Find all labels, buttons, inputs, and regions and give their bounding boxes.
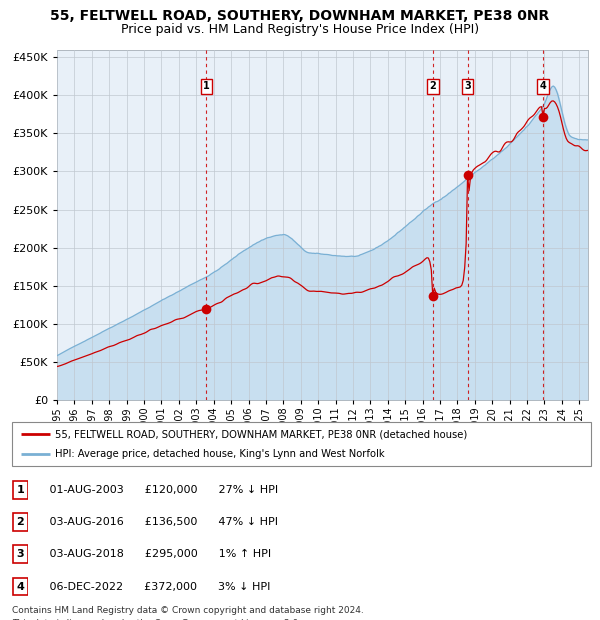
Text: 03-AUG-2018      £295,000      1% ↑ HPI: 03-AUG-2018 £295,000 1% ↑ HPI [39,549,271,559]
FancyBboxPatch shape [13,481,28,498]
FancyBboxPatch shape [13,578,28,595]
Text: 1: 1 [16,485,24,495]
FancyBboxPatch shape [13,513,28,531]
Text: 4: 4 [16,582,24,591]
Text: Price paid vs. HM Land Registry's House Price Index (HPI): Price paid vs. HM Land Registry's House … [121,23,479,36]
Text: This data is licensed under the Open Government Licence v3.0.: This data is licensed under the Open Gov… [12,619,301,620]
FancyBboxPatch shape [12,422,591,466]
Text: 1: 1 [203,81,210,91]
Text: 3: 3 [464,81,471,91]
Text: 03-AUG-2016      £136,500      47% ↓ HPI: 03-AUG-2016 £136,500 47% ↓ HPI [39,517,278,527]
Text: 55, FELTWELL ROAD, SOUTHERY, DOWNHAM MARKET, PE38 0NR (detached house): 55, FELTWELL ROAD, SOUTHERY, DOWNHAM MAR… [55,429,467,439]
FancyBboxPatch shape [13,546,28,563]
Text: 4: 4 [539,81,547,91]
Text: 01-AUG-2003      £120,000      27% ↓ HPI: 01-AUG-2003 £120,000 27% ↓ HPI [39,485,278,495]
Text: 2: 2 [430,81,436,91]
Text: 55, FELTWELL ROAD, SOUTHERY, DOWNHAM MARKET, PE38 0NR: 55, FELTWELL ROAD, SOUTHERY, DOWNHAM MAR… [50,9,550,24]
Text: 3: 3 [16,549,24,559]
Text: Contains HM Land Registry data © Crown copyright and database right 2024.: Contains HM Land Registry data © Crown c… [12,606,364,615]
Text: HPI: Average price, detached house, King's Lynn and West Norfolk: HPI: Average price, detached house, King… [55,449,385,459]
Text: 06-DEC-2022      £372,000      3% ↓ HPI: 06-DEC-2022 £372,000 3% ↓ HPI [39,582,271,591]
Text: 2: 2 [16,517,24,527]
